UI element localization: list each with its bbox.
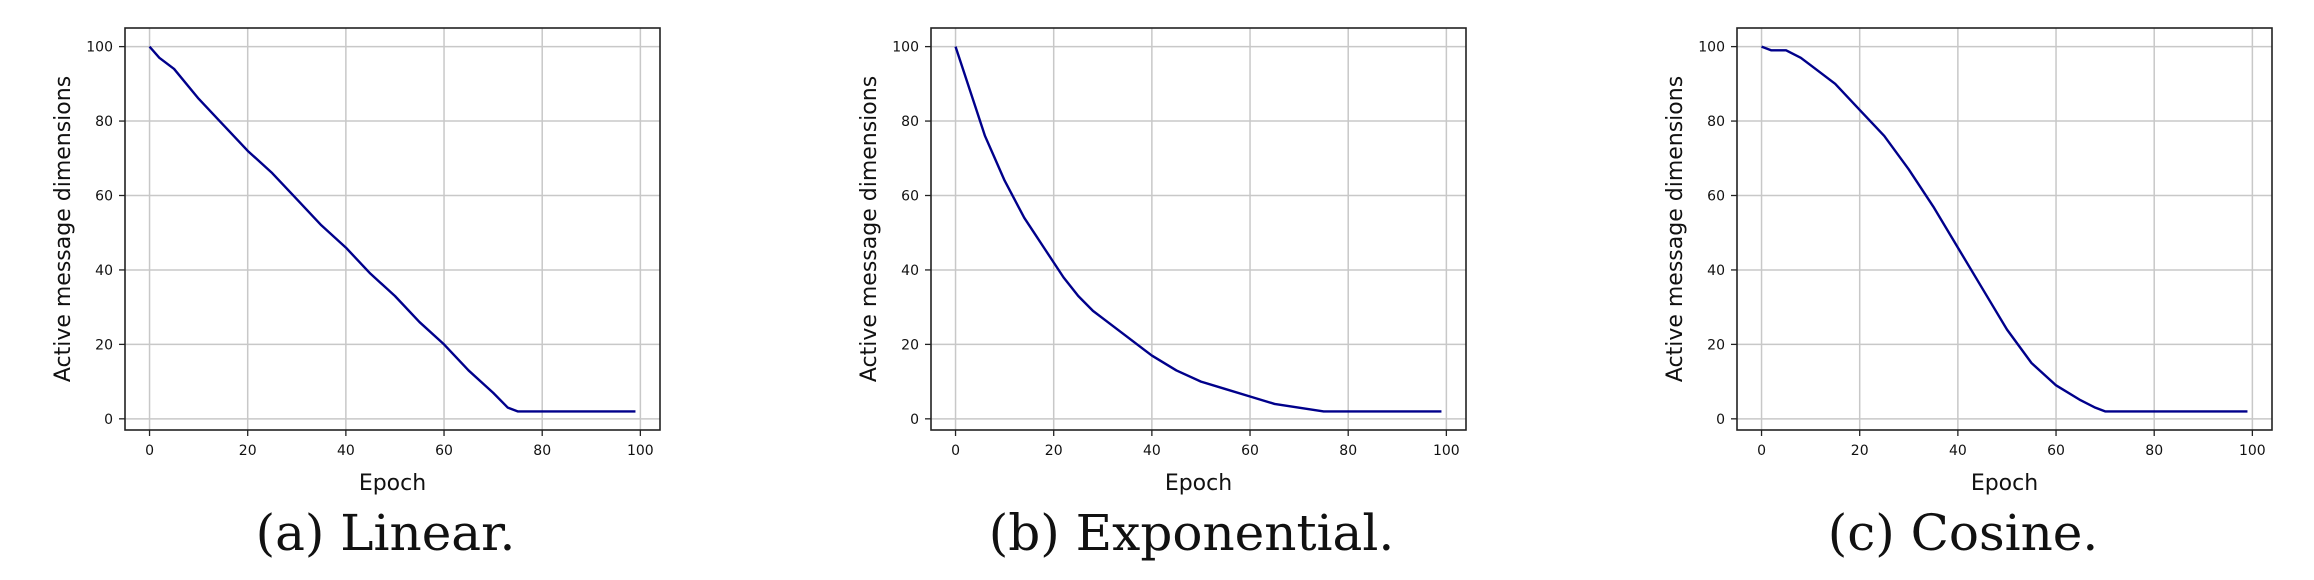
y-tick-label: 100 [86,40,113,56]
plot-frame [1736,27,2273,431]
x-tick-label: 40 [337,443,355,459]
x-axis-title: Epoch [1971,471,2038,496]
y-tick-label: 60 [1707,189,1725,205]
x-axis-title: Epoch [1165,471,1232,496]
plot-frame [930,27,1467,431]
y-tick-label: 20 [1707,337,1725,353]
y-tick-label: 80 [901,114,919,130]
chart-cosine: 0 20 40 60 80 100 0 20 40 60 80 100 Epoch Active mess… [1663,27,2273,496]
x-axis-title: Epoch [359,471,426,496]
y-axis-title: Active message dimensions [1663,76,1688,382]
x-tick-label: 100 [627,443,654,459]
x-tick-label: 80 [2145,443,2163,459]
x-tick-label: 0 [145,443,154,459]
caption-exponential: (b) Exponential. [988,504,1395,562]
x-tick-label: 40 [1143,443,1161,459]
chart-exponential: 0 20 40 60 80 100 0 20 40 60 80 100 Epoch Active mess… [857,27,1467,496]
x-tick-label: 60 [1241,443,1259,459]
x-tick-label: 0 [951,443,960,459]
x-tick-label: 20 [1045,443,1063,459]
y-tick-label: 40 [95,263,113,279]
y-axis-title: Active message dimensions [51,76,76,382]
x-tick-label: 20 [239,443,257,459]
panel-exponential: 0 20 40 60 80 100 0 20 40 60 80 100 Epoch Active mess… [806,0,1577,580]
panel-linear: 0 20 40 60 80 100 0 20 40 60 80 100 Epoch Active mess… [0,0,771,580]
series-line [148,45,636,413]
x-tick-label: 60 [435,443,453,459]
y-tick-label: 0 [104,412,113,428]
y-tick-label: 0 [910,412,919,428]
y-tick-label: 80 [95,114,113,130]
chart-linear: 0 20 40 60 80 100 0 20 40 60 80 100 Epoch Active mess… [51,27,661,496]
x-tick-label: 80 [1339,443,1357,459]
x-tick-label: 100 [1433,443,1460,459]
y-tick-label: 60 [901,189,919,205]
y-tick-label: 60 [95,189,113,205]
y-tick-label: 100 [1698,40,1725,56]
x-tick-label: 100 [2239,443,2266,459]
y-tick-label: 20 [95,337,113,353]
x-tick-label: 20 [1851,443,1869,459]
panel-cosine: 0 20 40 60 80 100 0 20 40 60 80 100 Epoch Active mess… [1612,0,2314,580]
caption-linear: (a) Linear. [255,504,516,562]
plot-frame [124,27,661,431]
x-tick-label: 60 [2047,443,2065,459]
y-tick-label: 80 [1707,114,1725,130]
y-axis-title: Active message dimensions [857,76,882,382]
series-line [1761,45,2248,413]
y-tick-label: 40 [1707,263,1725,279]
x-tick-label: 40 [1949,443,1967,459]
x-tick-label: 0 [1757,443,1766,459]
y-tick-label: 40 [901,263,919,279]
y-tick-label: 0 [1716,412,1725,428]
y-tick-label: 100 [892,40,919,56]
x-tick-label: 80 [533,443,551,459]
caption-cosine: (c) Cosine. [1827,504,2099,562]
y-tick-label: 20 [901,337,919,353]
series-line [954,46,1442,413]
